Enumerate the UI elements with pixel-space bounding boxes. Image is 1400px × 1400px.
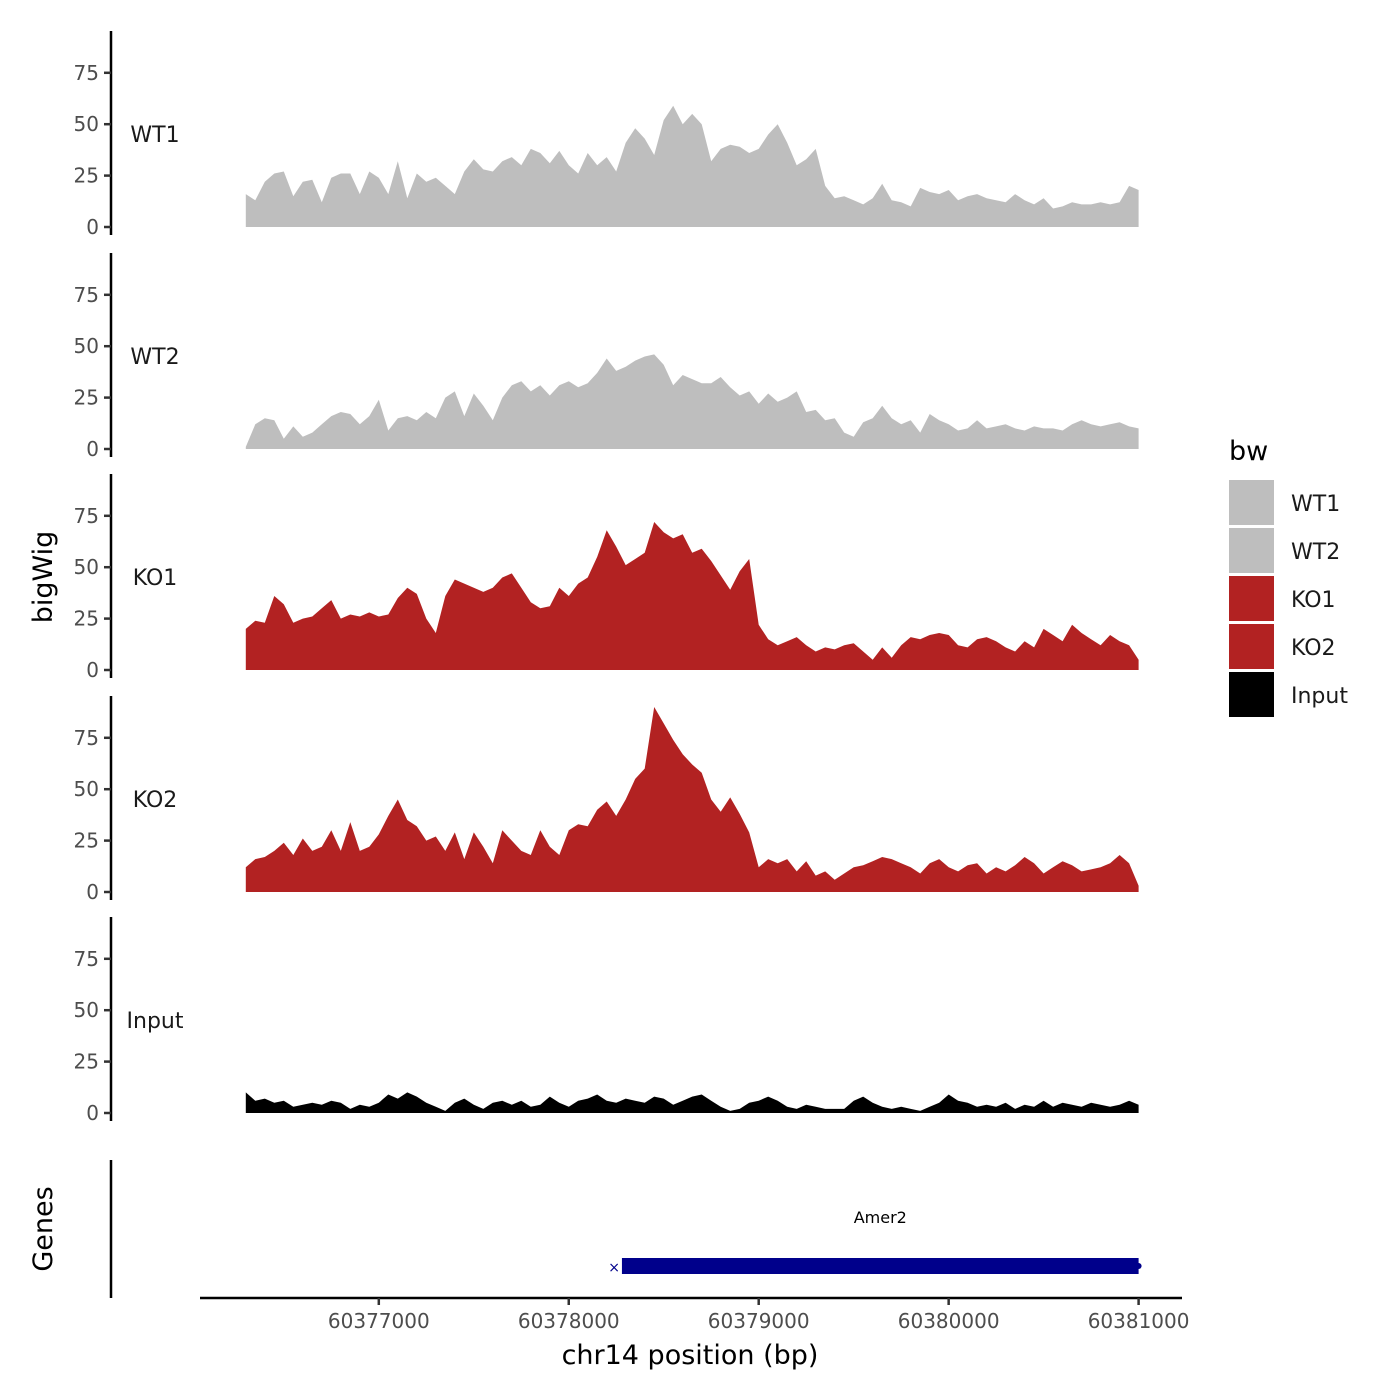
x-axis-title: chr14 position (bp): [562, 1340, 819, 1371]
legend-item-input: Input: [1229, 672, 1348, 717]
y-tick-label: 0: [86, 880, 99, 904]
gene-end-marker: [1135, 1263, 1142, 1269]
y-tick-label: 0: [86, 1101, 99, 1125]
track-ko1: 0 25 50 75 KO1: [74, 474, 1139, 682]
gene-marks: × Amer2: [608, 1208, 1142, 1276]
y-tick-label: 25: [74, 1050, 99, 1074]
track-input: 0 25 50 75 Input: [74, 917, 1139, 1125]
y-tick-label: 25: [74, 386, 99, 410]
legend-item-wt1: WT1: [1229, 480, 1340, 525]
x-ticks: 60377000 60378000 60379000 60380000 60381000: [328, 1298, 1190, 1333]
y-tick-label: 75: [74, 947, 99, 971]
y-tick-label: 25: [74, 164, 99, 188]
track-label-wt2: WT2: [130, 345, 179, 370]
y-tick-label: 0: [86, 215, 99, 239]
legend-swatch: [1229, 480, 1274, 525]
legend-swatch: [1229, 528, 1274, 573]
gene-strand-marker: ×: [608, 1260, 620, 1276]
track-label-wt1: WT1: [130, 123, 179, 148]
legend-label: WT2: [1291, 540, 1340, 565]
y-tick-label: 75: [74, 726, 99, 750]
legend-label: WT1: [1291, 492, 1340, 517]
legend-swatch: [1229, 624, 1274, 669]
y-tick-label: 75: [74, 504, 99, 528]
signal-tracks: 0 25 50 75 WT1 0 25 50 75 WT2 0 25 50 75 KO1 0 25 50 75 KO2…: [74, 31, 1139, 1125]
area-input: [245, 1092, 1139, 1113]
track-wt2: 0 25 50 75 WT2: [74, 253, 1139, 461]
legend-swatch: [1229, 576, 1274, 621]
gene-body-amer2: [621, 1258, 1139, 1274]
legend: bw WT1 WT2 KO1 KO2 Input: [1229, 436, 1348, 717]
track-wt1: 0 25 50 75 WT1: [74, 31, 1139, 239]
gene-label: Amer2: [854, 1208, 907, 1227]
legend-label: KO2: [1291, 636, 1336, 661]
track-label-input: Input: [127, 1009, 184, 1034]
y-tick-label: 0: [86, 658, 99, 682]
genes-panel: × Amer2: [109, 1160, 1142, 1298]
x-tick-label: 60379000: [708, 1309, 810, 1333]
legend-label: Input: [1291, 684, 1348, 709]
legend-label: KO1: [1291, 588, 1336, 613]
x-tick-label: 60377000: [328, 1309, 430, 1333]
legend-items: WT1 WT2 KO1 KO2 Input: [1229, 480, 1348, 717]
y-tick-label: 50: [74, 777, 99, 801]
y-tick-label: 75: [74, 283, 99, 307]
area-ko1: [245, 522, 1139, 670]
y-tick-label: 50: [74, 998, 99, 1022]
y-tick-label: 50: [74, 334, 99, 358]
y-tick-label: 50: [74, 555, 99, 579]
area-wt1: [245, 105, 1139, 227]
area-ko2: [245, 707, 1139, 892]
y-tick-label: 0: [86, 437, 99, 461]
area-wt2: [245, 354, 1139, 449]
genes-axis-title: Genes: [28, 1186, 59, 1271]
x-axis: 60377000 60378000 60379000 60380000 60381000: [200, 1296, 1190, 1333]
x-tick-label: 60381000: [1088, 1309, 1190, 1333]
y-axis-title: bigWig: [28, 531, 59, 624]
x-tick-label: 60378000: [518, 1309, 620, 1333]
legend-title: bw: [1229, 436, 1268, 467]
legend-swatch: [1229, 672, 1274, 717]
y-tick-label: 25: [74, 607, 99, 631]
track-ko2: 0 25 50 75 KO2: [74, 696, 1139, 904]
track-label-ko1: KO1: [133, 566, 178, 591]
legend-item-ko2: KO2: [1229, 624, 1336, 669]
y-tick-label: 50: [74, 112, 99, 136]
x-tick-label: 60380000: [898, 1309, 1000, 1333]
y-tick-label: 75: [74, 61, 99, 85]
track-label-ko2: KO2: [133, 788, 178, 813]
legend-item-ko1: KO1: [1229, 576, 1336, 621]
y-tick-label: 25: [74, 829, 99, 853]
legend-item-wt2: WT2: [1229, 528, 1340, 573]
